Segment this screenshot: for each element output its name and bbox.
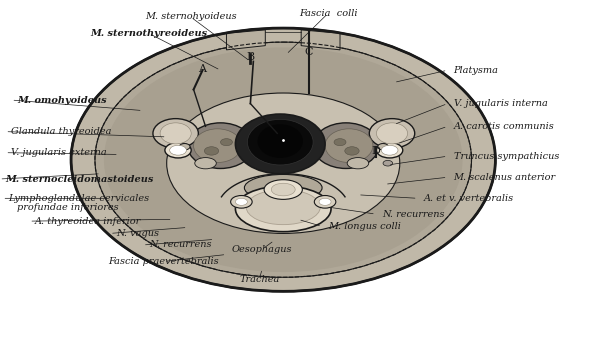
Ellipse shape [194, 129, 241, 163]
Ellipse shape [246, 190, 320, 225]
Ellipse shape [369, 119, 415, 148]
Text: A. thyreoidea inferior: A. thyreoidea inferior [35, 217, 142, 226]
Ellipse shape [376, 123, 407, 144]
Ellipse shape [71, 28, 496, 291]
Ellipse shape [165, 143, 191, 158]
Ellipse shape [153, 119, 199, 148]
Text: M. sternothyreoideus: M. sternothyreoideus [90, 29, 208, 38]
Ellipse shape [268, 153, 302, 170]
Ellipse shape [230, 196, 252, 208]
Text: Truncus sympathicus: Truncus sympathicus [454, 152, 559, 161]
Ellipse shape [170, 145, 187, 155]
Text: Glandula thyreoidea: Glandula thyreoidea [11, 127, 112, 136]
Ellipse shape [377, 144, 388, 150]
Text: Fascia praevertebralis: Fascia praevertebralis [109, 257, 219, 266]
Ellipse shape [376, 143, 403, 158]
Ellipse shape [95, 42, 472, 277]
Text: V. jugularis interna: V. jugularis interna [454, 99, 547, 108]
Text: A. et v. vertebralis: A. et v. vertebralis [424, 194, 514, 203]
Text: N. recurrens: N. recurrens [149, 240, 211, 250]
Ellipse shape [347, 158, 368, 169]
Text: M. omohyoideus: M. omohyoideus [17, 95, 107, 105]
Ellipse shape [345, 147, 359, 155]
Text: N. recurrens: N. recurrens [382, 210, 445, 219]
Ellipse shape [235, 114, 325, 174]
Text: D: D [371, 146, 380, 156]
Ellipse shape [220, 139, 232, 146]
Text: Oesophagus: Oesophagus [232, 245, 293, 254]
Ellipse shape [235, 186, 331, 232]
Polygon shape [226, 30, 265, 50]
Ellipse shape [383, 160, 392, 166]
Ellipse shape [319, 198, 331, 205]
Ellipse shape [271, 183, 295, 196]
Ellipse shape [247, 119, 313, 165]
Text: N. vagus: N. vagus [116, 229, 159, 238]
Text: B: B [246, 52, 254, 62]
Text: Fascia  colli: Fascia colli [299, 9, 358, 18]
Ellipse shape [167, 93, 400, 233]
Text: M. sternocleidomastoideus: M. sternocleidomastoideus [5, 174, 154, 184]
Text: A. carotis communis: A. carotis communis [454, 122, 554, 131]
Ellipse shape [334, 139, 346, 146]
Text: M. longus colli: M. longus colli [328, 222, 401, 231]
Ellipse shape [325, 129, 373, 163]
Ellipse shape [195, 158, 216, 169]
Ellipse shape [381, 145, 398, 155]
Text: M. scalenus anterior: M. scalenus anterior [454, 173, 556, 182]
Ellipse shape [244, 174, 322, 201]
Text: Trachea: Trachea [239, 274, 280, 284]
Ellipse shape [235, 198, 247, 205]
Text: V. jugularis externa: V. jugularis externa [11, 148, 107, 157]
Text: Platysma: Platysma [454, 66, 499, 75]
Ellipse shape [257, 124, 303, 158]
Ellipse shape [188, 123, 253, 168]
Ellipse shape [274, 156, 296, 167]
Ellipse shape [104, 47, 463, 272]
Ellipse shape [264, 180, 302, 199]
Ellipse shape [179, 144, 190, 150]
Text: A: A [199, 65, 206, 74]
Text: Lymphoglandulae cervicales: Lymphoglandulae cervicales [8, 194, 149, 203]
Ellipse shape [314, 196, 336, 208]
Ellipse shape [160, 123, 191, 144]
Text: profundae inferiores: profundae inferiores [17, 203, 119, 212]
Text: C: C [305, 47, 313, 57]
Text: M. sternohyoideus: M. sternohyoideus [145, 12, 236, 21]
Polygon shape [301, 30, 340, 50]
Ellipse shape [205, 147, 218, 155]
Ellipse shape [313, 123, 379, 168]
